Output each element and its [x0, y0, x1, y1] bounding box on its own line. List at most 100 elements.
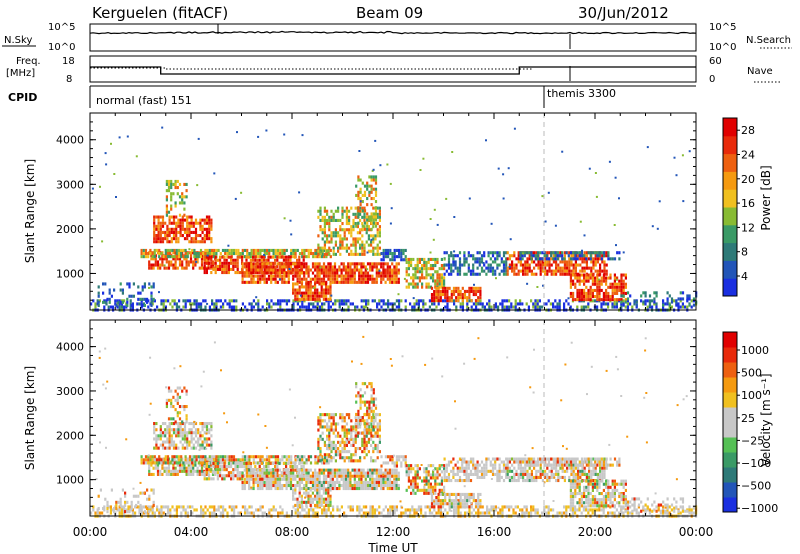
echo-cell	[479, 286, 482, 290]
echo-cell	[144, 461, 148, 465]
echo-cell	[340, 299, 343, 303]
echo-cell	[569, 251, 573, 255]
echo-cell	[585, 260, 588, 264]
echo-cell	[379, 164, 382, 167]
echo-cell	[316, 288, 319, 292]
echo-cell	[571, 508, 574, 512]
echo-cell	[232, 261, 235, 265]
echo-cell	[416, 267, 419, 271]
echo-cell	[230, 458, 233, 462]
echo-cell	[254, 255, 257, 259]
echo-cell	[257, 461, 260, 465]
echo-cell	[450, 251, 453, 255]
echo-cell	[200, 463, 204, 467]
echo-cell	[279, 511, 282, 515]
echo-cell	[642, 291, 645, 295]
echo-cell	[248, 468, 251, 472]
echo-cell	[234, 197, 237, 200]
echo-cell	[591, 276, 594, 280]
echo-cell	[307, 280, 310, 284]
echo-cell	[147, 508, 150, 512]
echo-cell	[583, 251, 586, 255]
echo-cell	[245, 461, 248, 465]
echo-cell	[256, 484, 260, 488]
echo-cell	[164, 299, 167, 303]
echo-cell	[620, 305, 623, 309]
echo-cell	[673, 299, 676, 303]
echo-cell	[197, 431, 200, 435]
echo-cell	[398, 248, 401, 252]
echo-cell	[225, 474, 228, 478]
echo-cell	[169, 302, 172, 306]
echo-cell	[499, 302, 502, 306]
echo-cell	[186, 505, 189, 509]
echo-cell	[210, 461, 214, 465]
echo-cell	[322, 291, 325, 295]
echo-cell	[252, 305, 255, 309]
echo-cell	[622, 279, 625, 283]
echo-cell	[598, 295, 601, 299]
echo-cell	[144, 248, 148, 252]
echo-cell	[208, 511, 211, 515]
echo-cell	[358, 511, 361, 515]
echo-cell	[153, 455, 156, 459]
echo-cell	[400, 299, 403, 303]
echo-cell	[363, 193, 367, 197]
echo-cell	[434, 270, 437, 274]
echo-cell	[158, 252, 161, 256]
echo-cell	[343, 299, 346, 303]
echo-cell	[245, 465, 248, 469]
echo-cell	[194, 463, 197, 467]
echo-cell	[210, 248, 214, 252]
echo-cell	[490, 222, 493, 225]
echo-cell	[536, 257, 540, 261]
echo-cell	[334, 209, 337, 213]
echo-cell	[172, 440, 176, 444]
echo-cell	[285, 468, 288, 472]
echo-cell	[532, 508, 535, 512]
echo-cell	[234, 465, 237, 469]
echo-cell	[357, 212, 360, 216]
echo-cell	[478, 251, 481, 255]
echo-cell	[386, 274, 389, 278]
echo-cell	[384, 302, 387, 306]
echo-cell	[367, 302, 370, 306]
echo-cell	[167, 505, 170, 509]
echo-cell	[243, 484, 246, 488]
echo-cell	[161, 422, 165, 426]
echo-cell	[241, 252, 244, 256]
echo-cell	[430, 286, 434, 290]
echo-cell	[205, 440, 209, 444]
echo-cell	[446, 296, 449, 300]
echo-cell	[348, 246, 351, 250]
echo-cell	[391, 268, 394, 272]
echo-cell	[233, 508, 236, 512]
echo-cell	[585, 276, 588, 280]
echo-cell	[572, 279, 575, 283]
echo-cell	[119, 288, 122, 292]
echo-cell	[372, 187, 375, 191]
echo-cell	[194, 422, 198, 426]
echo-cell	[428, 305, 431, 309]
echo-cell	[155, 437, 158, 441]
echo-cell	[466, 302, 469, 306]
echo-cell	[508, 299, 511, 303]
echo-cell	[234, 474, 237, 478]
power-ytick-label: 4000	[56, 134, 84, 147]
echo-cell	[153, 227, 156, 231]
echo-cell	[644, 302, 647, 306]
echo-cell	[463, 296, 467, 300]
echo-cell	[259, 480, 262, 484]
echo-cell	[631, 511, 634, 515]
echo-cell	[259, 262, 262, 266]
echo-cell	[155, 234, 158, 238]
echo-cell	[444, 305, 447, 309]
echo-cell	[319, 225, 322, 229]
echo-cell	[265, 268, 268, 272]
echo-cell	[370, 197, 373, 201]
echo-cell	[361, 209, 364, 213]
echo-cell	[357, 215, 360, 219]
echo-cell	[164, 505, 167, 509]
echo-cell	[153, 428, 156, 432]
echo-cell	[536, 511, 539, 515]
